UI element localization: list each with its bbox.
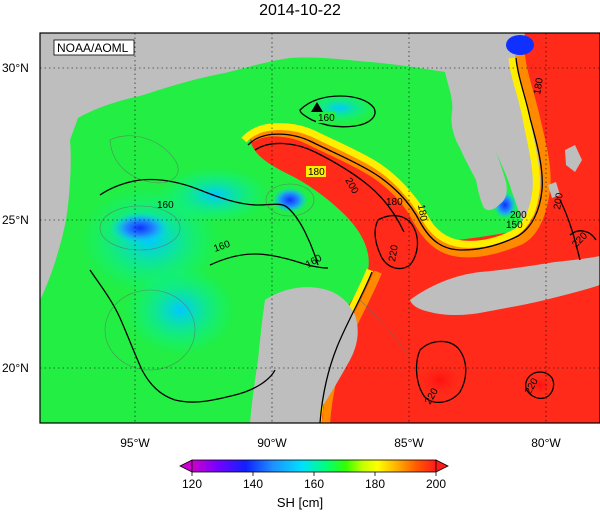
warm-core-caribbean bbox=[410, 358, 470, 402]
colorbar-unit-label: SH [cm] bbox=[276, 495, 324, 510]
contour-160-west bbox=[99, 178, 319, 266]
contour-160-mid bbox=[209, 253, 329, 269]
contour-label: 180 bbox=[308, 167, 325, 178]
contour-labels: 160 180 200 160 160 160 180 180 180 200 … bbox=[157, 77, 590, 407]
map-title: 2014-10-22 bbox=[259, 2, 341, 19]
contour-label: 200 bbox=[552, 192, 566, 211]
contour-200-core bbox=[254, 142, 405, 233]
credit-box bbox=[53, 39, 135, 56]
warm-core-east bbox=[520, 371, 560, 399]
colorbar-tick-label: 180 bbox=[365, 477, 385, 491]
contour-label: 160 bbox=[157, 200, 174, 211]
triangle-marker bbox=[311, 102, 323, 112]
contour-label: 160 bbox=[318, 113, 335, 124]
florida-land bbox=[445, 72, 507, 211]
contour-label: 200 bbox=[510, 210, 527, 221]
cuba-land bbox=[410, 256, 600, 315]
lon-label: 80°W bbox=[531, 436, 561, 450]
contour-220-b bbox=[415, 340, 467, 403]
lon-label: 95°W bbox=[120, 436, 150, 450]
bahamas-land bbox=[548, 145, 582, 198]
cool-eddy-south bbox=[125, 265, 235, 355]
credit-label: NOAA/AOML bbox=[57, 41, 129, 55]
lat-label: 25°N bbox=[2, 213, 29, 227]
graticule bbox=[40, 33, 600, 423]
cool-eddy-atlantic bbox=[506, 35, 534, 55]
contour-180-front bbox=[247, 57, 543, 251]
cool-eddy-core-central bbox=[272, 187, 308, 213]
minor-contours bbox=[99, 135, 411, 371]
contour-200-east bbox=[559, 199, 581, 261]
map-field: 160 180 200 160 160 160 180 180 180 200 … bbox=[40, 33, 600, 423]
contour-160-north bbox=[299, 95, 376, 128]
lat-label: 20°N bbox=[2, 361, 29, 375]
colorbar-tick-label: 120 bbox=[182, 477, 202, 491]
front-band-orange bbox=[247, 54, 551, 258]
contour-220-c bbox=[524, 371, 555, 400]
yucatan-land bbox=[250, 287, 358, 423]
colorbar-low-arrow bbox=[179, 459, 193, 473]
colorbar-tick-label: 140 bbox=[243, 477, 263, 491]
cool-eddy-core-west bbox=[110, 212, 170, 244]
map-frame bbox=[39, 32, 600, 424]
colorbar-tick-label: 200 bbox=[426, 477, 446, 491]
contour-label: 150 bbox=[506, 220, 523, 231]
contour-label: 220 bbox=[387, 244, 401, 263]
lat-label: 30°N bbox=[2, 61, 29, 75]
contour-label: 180 bbox=[532, 77, 546, 96]
colorbar-tick-label: 160 bbox=[304, 477, 324, 491]
colorbar-high-arrow bbox=[435, 459, 449, 473]
lon-label: 85°W bbox=[394, 436, 424, 450]
contour-label: 180 bbox=[415, 204, 429, 223]
lon-label: 90°W bbox=[257, 436, 287, 450]
contour-lines bbox=[89, 57, 597, 423]
colorbar: 120 140 160 180 200 bbox=[179, 459, 449, 491]
contour-160-southwest bbox=[89, 269, 276, 403]
contour-180-south bbox=[319, 271, 373, 423]
contour-220-a bbox=[374, 214, 419, 270]
contour-220-d bbox=[569, 230, 597, 241]
front-band-yellow bbox=[241, 57, 540, 248]
colorbar-ramp bbox=[191, 459, 437, 473]
contour-label: 180 bbox=[386, 197, 403, 208]
